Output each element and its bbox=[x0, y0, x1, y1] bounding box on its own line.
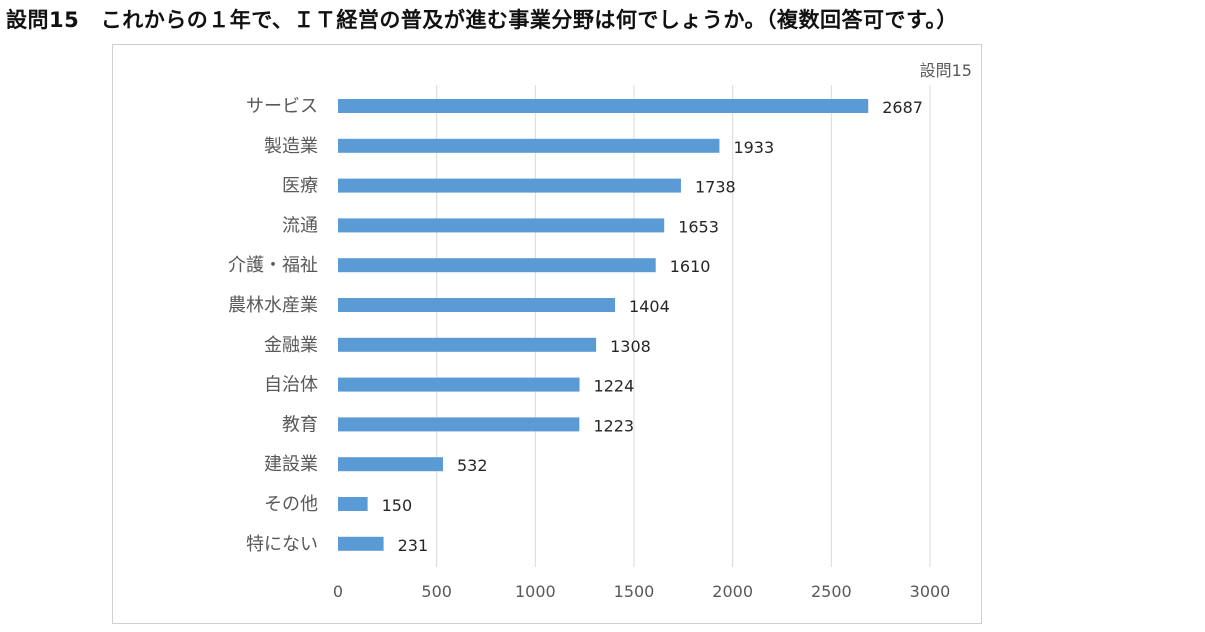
bar bbox=[338, 377, 580, 392]
x-tick-label: 0 bbox=[333, 582, 343, 601]
data-label: 231 bbox=[398, 536, 429, 555]
data-label: 1653 bbox=[678, 217, 719, 236]
data-label: 1308 bbox=[610, 337, 651, 356]
x-tick-label: 2000 bbox=[712, 582, 753, 601]
bar bbox=[338, 298, 616, 312]
bar bbox=[338, 497, 368, 511]
category-label: 建設業 bbox=[264, 454, 318, 475]
data-label: 1933 bbox=[733, 138, 774, 157]
category-label: サービス bbox=[246, 96, 318, 117]
category-label: 自治体 bbox=[264, 375, 318, 396]
data-label: 1738 bbox=[695, 178, 736, 197]
data-label: 532 bbox=[457, 456, 488, 475]
labels: 0 500 1000 1500 2000 2500 3000 サービス 2687 製造業 1933 医… bbox=[228, 96, 950, 601]
category-label: 教育 bbox=[282, 414, 318, 435]
bar bbox=[338, 99, 869, 113]
bar-chart: 0 500 1000 1500 2000 2500 3000 サービス 2687 製造業 1933 医… bbox=[228, 61, 972, 601]
bar bbox=[338, 417, 580, 432]
chart-title: 設問15 bbox=[920, 61, 972, 80]
data-label: 1610 bbox=[670, 257, 711, 276]
bars bbox=[338, 99, 869, 551]
data-label: 1404 bbox=[629, 297, 670, 316]
bar bbox=[338, 138, 720, 153]
grid-lines bbox=[436, 85, 931, 567]
data-label: 1223 bbox=[593, 416, 634, 435]
bar bbox=[338, 457, 443, 472]
bar bbox=[338, 258, 656, 273]
category-label: 製造業 bbox=[264, 136, 318, 157]
category-label: 金融業 bbox=[264, 335, 318, 356]
category-label: 介護・福祉 bbox=[228, 255, 318, 276]
bar bbox=[338, 218, 665, 233]
category-label: 特にない bbox=[246, 534, 318, 555]
x-tick-label: 1500 bbox=[614, 582, 655, 601]
chart-frame: 0 500 1000 1500 2000 2500 3000 サービス 2687 製造業 1933 医… bbox=[112, 44, 982, 624]
bar bbox=[338, 337, 597, 352]
data-label: 2687 bbox=[882, 98, 923, 117]
bar bbox=[338, 178, 681, 193]
category-label: 医療 bbox=[282, 176, 318, 197]
data-label: 1224 bbox=[594, 377, 635, 396]
x-tick-label: 2500 bbox=[811, 582, 852, 601]
category-label: 流通 bbox=[282, 215, 318, 236]
x-tick-label: 1000 bbox=[515, 582, 556, 601]
page-title: 設問15 これからの１年で、ＩＴ経営の普及が進む事業分野は何でしょうか。（複数回… bbox=[6, 8, 958, 32]
x-tick-label: 3000 bbox=[910, 582, 951, 601]
category-label: 農林水産業 bbox=[228, 295, 318, 316]
data-label: 150 bbox=[382, 496, 413, 515]
category-label: その他 bbox=[264, 494, 318, 515]
x-tick-label: 500 bbox=[421, 582, 452, 601]
bar bbox=[338, 536, 384, 551]
